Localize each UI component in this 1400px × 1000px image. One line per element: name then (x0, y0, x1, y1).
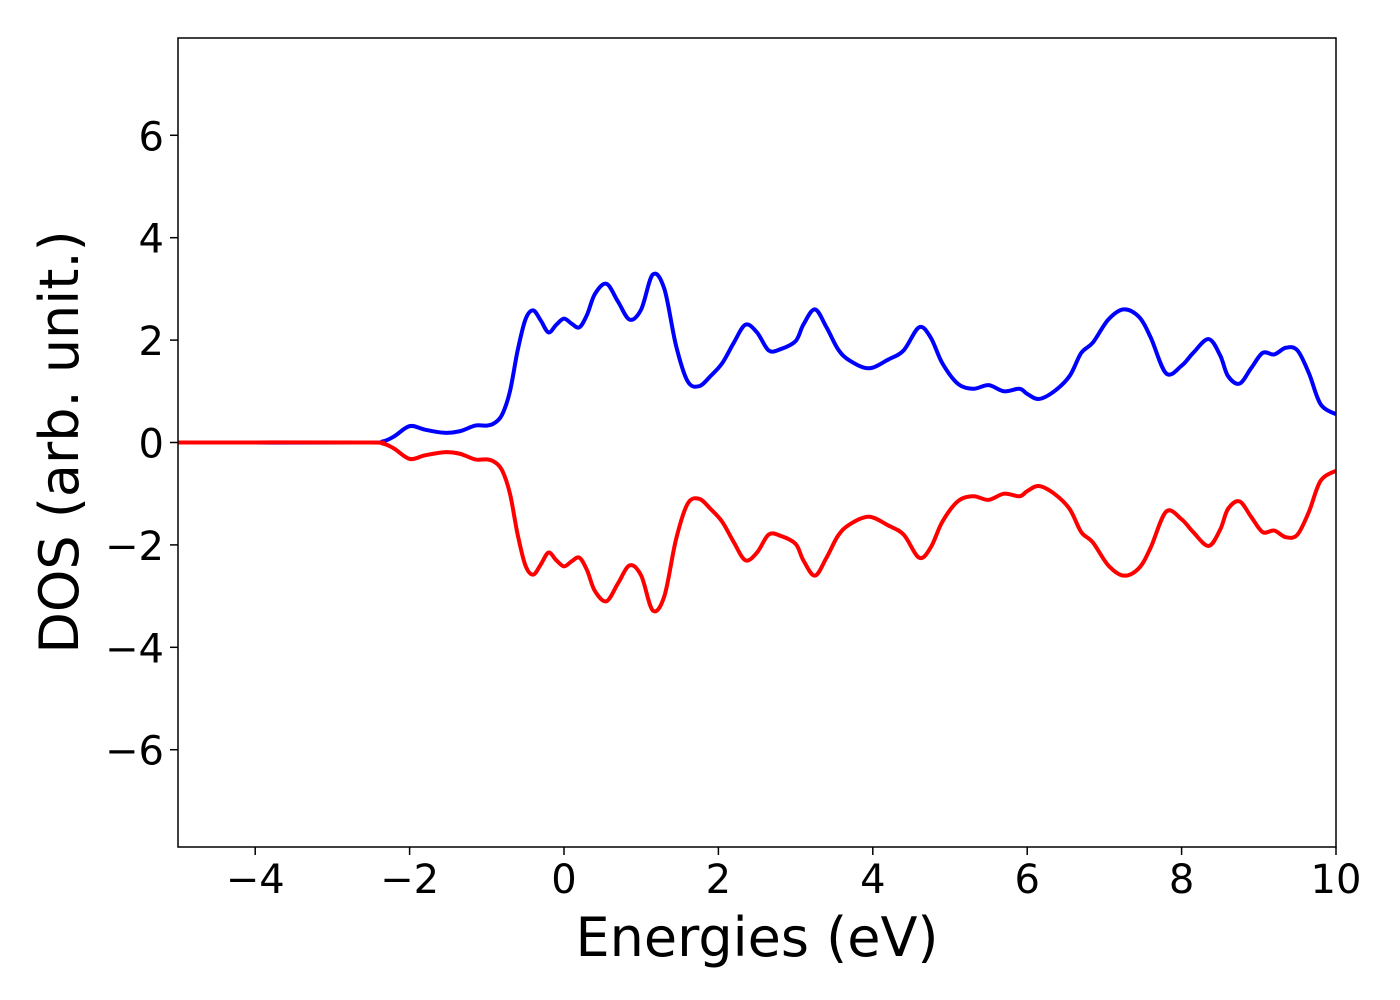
x-tick-label: 6 (1014, 857, 1039, 903)
y-tick-label: 4 (139, 217, 164, 263)
x-tick-label: 8 (1169, 857, 1194, 903)
y-tick-label: 2 (139, 319, 164, 365)
x-tick-label: 10 (1311, 857, 1362, 903)
x-tick-label: 2 (706, 857, 731, 903)
plot-area (178, 271, 1336, 614)
x-axis-label: Energies (eV) (576, 906, 939, 969)
x-tick-label: 4 (860, 857, 885, 903)
y-tick-label: 0 (139, 422, 164, 468)
y-tick-label: −4 (105, 626, 164, 672)
dos-up-line (178, 271, 1336, 445)
dos-down-line (178, 440, 1336, 614)
x-tick-label: −4 (226, 857, 285, 903)
x-axis: −4 −2 0 2 4 6 8 10 (226, 847, 1362, 903)
y-tick-label: −2 (105, 524, 164, 570)
x-tick-label: 0 (551, 857, 576, 903)
y-tick-label: 6 (139, 114, 164, 160)
x-tick-label: −2 (380, 857, 439, 903)
y-axis: −6 −4 −2 0 2 4 6 (105, 114, 178, 775)
y-tick-label: −6 (105, 729, 164, 775)
y-axis-label: DOS (arb. unit.) (28, 230, 91, 653)
